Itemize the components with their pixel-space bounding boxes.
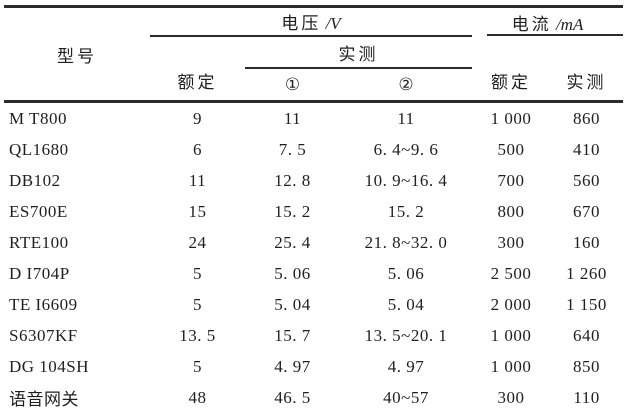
cell-voltage-rated: 6 [193,139,202,159]
cell-model: DG 104SH [9,356,90,376]
table-row: QL1680 6 7. 5 6. 4~9. 6 500 410 [4,134,623,165]
cell-current-meas: 1 150 [566,294,607,314]
cell-voltage-meas1: 5. 04 [274,294,311,314]
header-current-rated: 额定 [472,36,551,103]
cell-voltage-meas1: 7. 5 [278,139,307,159]
cell-model: 语音网关 [4,382,150,411]
table-row: ES700E 15 15. 2 15. 2 800 670 [4,196,623,227]
cell-current-meas: 860 [573,108,601,128]
cell-voltage-meas1: 25. 4 [274,232,311,252]
header-voltage-group: 电压 /V [150,6,473,37]
cell-voltage-meas1: 15. 2 [274,201,311,221]
cell-current-meas: 110 [550,382,624,411]
cell-model: D I704P [9,263,70,283]
cell-current-meas: 410 [573,139,601,159]
cell-current-meas: 1 260 [566,263,607,283]
cell-model: RTE100 [9,232,69,252]
cell-voltage-rated: 48 [150,382,245,411]
cell-current-rated: 300 [472,382,551,411]
voltage-group-unit: /V [325,14,341,33]
table-header: 型号 电压 /V 电流 /mA 额定 实测 额定 实测 ① ② [4,6,624,103]
voltage-group-label: 电压 [281,14,322,33]
cell-current-rated: 1 000 [490,325,532,345]
cell-current-rated: 300 [497,232,525,252]
cell-voltage-meas2: 5. 06 [387,263,425,283]
header-model: 型号 [4,6,150,103]
cell-model: ES700E [9,201,68,221]
cell-voltage-meas2: 11 [397,108,415,128]
cell-voltage-rated: 5 [193,263,202,283]
table-body: M T800 9 11 11 1 000 860 QL1680 6 7. 5 6… [4,102,624,411]
measurement-table: 型号 电压 /V 电流 /mA 额定 实测 额定 实测 ① ② [4,5,624,411]
table-row: DG 104SH 5 4. 97 4. 97 1 000 850 [4,351,623,382]
cell-current-rated: 1 000 [490,108,532,128]
cell-current-rated: 2 000 [490,294,532,314]
cell-model: M T800 [9,108,67,128]
cell-current-meas: 640 [573,325,601,345]
table-row: 语音网关 48 46. 5 40~57 300 110 [4,382,624,411]
header-current-group: 电流 /mA [472,7,624,36]
cell-current-rated: 700 [497,170,525,190]
cell-model: QL1680 [9,139,69,159]
cell-voltage-rated: 24 [188,232,207,252]
cell-voltage-meas2: 13. 5~20. 1 [364,325,448,345]
table-row: DB102 11 12. 8 10. 9~16. 4 700 560 [4,165,623,196]
header-measured-sub1: ① [245,68,340,103]
cell-voltage-meas1: 12. 8 [274,170,311,190]
cell-current-meas: 670 [573,201,601,221]
cell-voltage-meas1: 15. 7 [274,325,311,345]
header-measured-sub2: ② [340,68,473,103]
cell-current-rated: 2 500 [490,263,532,283]
header-current-measured: 实测 [550,36,624,103]
cell-current-rated: 1 000 [490,356,532,376]
cell-voltage-rated: 11 [188,170,207,190]
cell-voltage-meas2: 5. 04 [387,294,425,314]
cell-voltage-rated: 15 [188,201,207,221]
table-row: TE I6609 5 5. 04 5. 04 2 000 1 150 [4,289,623,320]
header-voltage-measured: 实测 [245,36,473,69]
cell-current-meas: 160 [573,232,601,252]
header-voltage-rated: 额定 [150,36,245,103]
cell-voltage-meas1: 4. 97 [274,356,311,376]
cell-voltage-meas2: 15. 2 [387,201,425,221]
cell-voltage-rated: 13. 5 [179,325,216,345]
cell-current-meas: 850 [573,356,601,376]
cell-model: DB102 [9,170,61,190]
cell-voltage-meas1: 46. 5 [245,382,340,411]
cell-voltage-meas1: 5. 06 [274,263,311,283]
cell-voltage-meas2: 40~57 [340,382,473,411]
cell-model: S6307KF [9,325,78,345]
cell-voltage-meas2: 6. 4~9. 6 [373,139,439,159]
cell-current-rated: 500 [497,139,525,159]
table-row: RTE100 24 25. 4 21. 8~32. 0 300 160 [4,227,623,258]
cell-voltage-meas2: 21. 8~32. 0 [364,232,448,252]
table-row: S6307KF 13. 5 15. 7 13. 5~20. 1 1 000 64… [4,320,623,351]
cell-voltage-meas2: 4. 97 [387,356,425,376]
cell-current-meas: 560 [573,170,601,190]
cell-model: TE I6609 [9,294,78,314]
current-group-unit: /mA [555,14,584,34]
cell-voltage-meas2: 10. 9~16. 4 [364,170,448,190]
cell-voltage-rated: 5 [193,356,202,376]
table-row: M T800 9 11 11 1 000 860 [4,102,623,135]
cell-voltage-rated: 5 [193,294,202,314]
cell-voltage-meas1: 11 [283,108,302,128]
current-group-underline [487,34,624,36]
cell-current-rated: 800 [497,201,525,221]
current-group-label: 电流 [511,14,552,34]
table-row: D I704P 5 5. 06 5. 06 2 500 1 260 [4,258,623,289]
cell-voltage-rated: 9 [193,108,202,128]
